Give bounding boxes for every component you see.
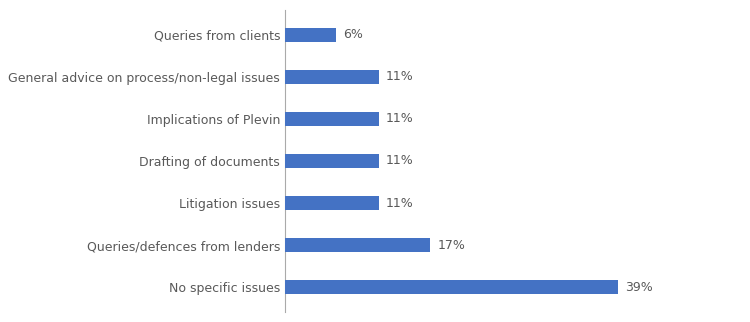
Bar	[285, 196, 379, 210]
Text: 17%: 17%	[437, 239, 465, 251]
Bar	[285, 154, 379, 168]
Text: 6%: 6%	[344, 28, 363, 42]
Text: 11%: 11%	[386, 155, 414, 167]
Bar	[285, 28, 336, 42]
Bar	[285, 70, 379, 84]
Bar	[285, 112, 379, 126]
Text: 11%: 11%	[386, 71, 414, 83]
Text: 11%: 11%	[386, 112, 414, 126]
Text: 11%: 11%	[386, 196, 414, 210]
Bar	[285, 238, 430, 252]
Bar	[285, 280, 619, 294]
Text: 39%: 39%	[626, 280, 653, 294]
